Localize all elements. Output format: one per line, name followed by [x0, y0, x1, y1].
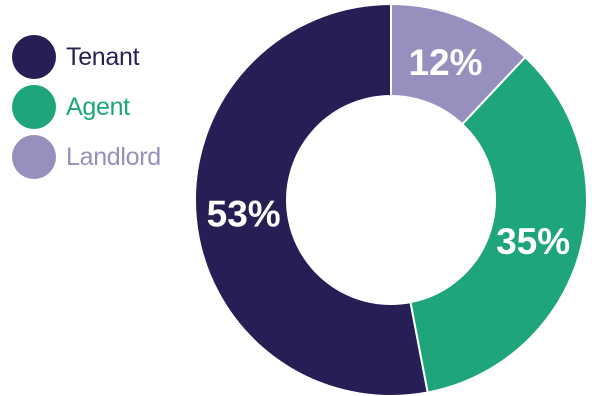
donut-slice-landlord: [390, 2, 527, 126]
legend-swatch-agent: [12, 85, 56, 129]
legend-label-tenant: Tenant: [66, 42, 140, 71]
slice-label-landlord: 12%: [408, 42, 482, 83]
legend-label-landlord: Landlord: [66, 142, 161, 171]
legend-item-agent: Agent: [12, 82, 202, 132]
legend-item-tenant: Tenant: [12, 32, 202, 82]
donut-slice-agent: [409, 55, 588, 394]
slice-label-agent: 35%: [496, 221, 570, 262]
legend-swatch-tenant: [12, 35, 56, 79]
legend-swatch-landlord: [12, 135, 56, 179]
legend: Tenant Agent Landlord: [12, 32, 202, 182]
legend-label-agent: Agent: [66, 92, 130, 121]
legend-item-landlord: Landlord: [12, 132, 202, 182]
donut-slice-tenant: [194, 2, 429, 396]
slice-label-tenant: 53%: [207, 193, 281, 234]
